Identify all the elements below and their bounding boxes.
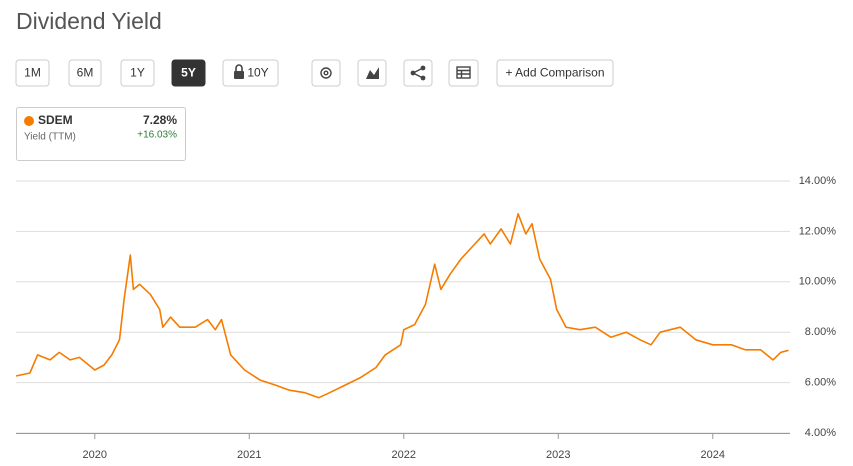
range-box[interactable]	[120, 59, 155, 87]
gear-icon	[320, 67, 332, 79]
share-dot	[420, 65, 426, 71]
share-box[interactable]	[403, 59, 433, 87]
series-line	[15, 213, 789, 399]
x-tick-label: 2021	[237, 449, 261, 461]
range-box[interactable]	[15, 59, 50, 87]
y-tick-label: 6.00%	[805, 377, 836, 389]
compare-box[interactable]	[496, 59, 614, 87]
range-box[interactable]	[68, 59, 102, 87]
page-title: Dividend Yield	[16, 8, 162, 34]
settings-box[interactable]	[311, 59, 341, 87]
range-buttons: 1M 6M 1Y 5Y 10Y	[15, 59, 279, 87]
settings-button[interactable]	[311, 59, 341, 87]
range-button[interactable]: 5Y	[171, 59, 206, 87]
change: +16.03%	[137, 130, 177, 141]
compare-button[interactable]: + Add Comparison	[496, 59, 614, 87]
gear-center	[323, 70, 329, 76]
range-button[interactable]: 1Y	[120, 59, 155, 87]
last-value: 7.28%	[143, 113, 177, 127]
card-box	[16, 107, 186, 161]
series-name: SDEM	[38, 113, 73, 127]
y-tick-label: 10.00%	[799, 276, 837, 288]
series-dot	[24, 116, 34, 126]
range-button[interactable]: 6M	[68, 59, 102, 87]
lock-body	[234, 71, 244, 79]
range-label[interactable]: 1Y	[130, 66, 145, 80]
compare-label[interactable]: + Add Comparison	[505, 66, 604, 80]
range-box[interactable]	[171, 59, 206, 87]
range-button[interactable]: 1M	[15, 59, 50, 87]
range-label[interactable]: 5Y	[181, 66, 196, 80]
x-tick-label: 2020	[83, 449, 107, 461]
table-icon	[456, 66, 471, 79]
table-lines	[457, 69, 470, 78]
chart-type-button[interactable]	[357, 59, 387, 87]
share-dot	[420, 75, 426, 81]
table-box[interactable]	[448, 59, 479, 87]
y-tick-label: 8.00%	[805, 326, 836, 338]
table-button[interactable]	[448, 59, 479, 87]
x-tick-label: 2022	[392, 449, 416, 461]
area-icon	[366, 67, 379, 79]
range-label[interactable]: 10Y	[247, 66, 268, 80]
lock-shackle	[235, 64, 243, 71]
range-label[interactable]: 6M	[77, 66, 94, 80]
legend-card: SDEM 7.28% Yield (TTM) +16.03%	[16, 107, 186, 161]
y-tick-label: 12.00%	[799, 225, 837, 237]
y-tick-label: 14.00%	[799, 175, 837, 187]
plot: 4.00% 6.00% 8.00% 10.00% 12.00% 14.00% 2020 202…	[15, 175, 837, 461]
yield-label: Yield (TTM)	[24, 132, 76, 143]
share-dot	[410, 70, 416, 76]
range-button[interactable]: 10Y	[222, 59, 279, 87]
range-label[interactable]: 1M	[24, 66, 41, 80]
share-button[interactable]	[403, 59, 433, 87]
y-tick-label: 4.00%	[805, 427, 836, 439]
x-tick-label: 2024	[701, 449, 725, 461]
x-tick-label: 2023	[546, 449, 570, 461]
